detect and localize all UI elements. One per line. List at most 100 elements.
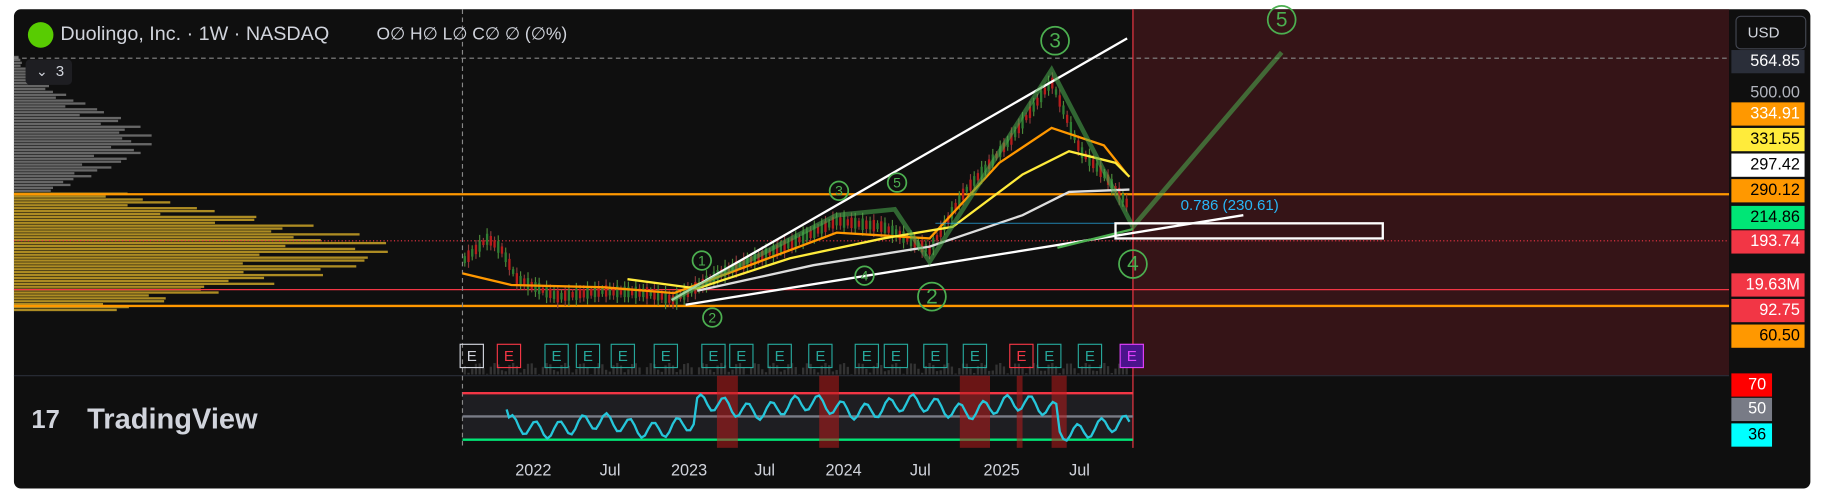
candle xyxy=(932,238,935,250)
volume-bar xyxy=(538,373,541,375)
volume-bar xyxy=(805,363,809,375)
candle xyxy=(1118,187,1121,200)
price-label: 334.91 xyxy=(1750,104,1800,122)
volume-bar xyxy=(813,369,816,375)
candle xyxy=(857,220,861,227)
volume-profile-bar xyxy=(13,282,275,285)
volume-bar xyxy=(712,372,716,375)
currency-button[interactable] xyxy=(1735,15,1807,50)
volume-profile-bar xyxy=(13,230,272,233)
price-label: 331.55 xyxy=(1750,130,1800,148)
volume-bar xyxy=(850,373,853,375)
earnings-label: E xyxy=(708,348,718,365)
price-label-bg xyxy=(1731,230,1805,254)
volume-bar xyxy=(1110,372,1113,375)
volume-bar xyxy=(876,362,879,375)
volume-bar xyxy=(519,372,522,375)
rsi-label: 50 xyxy=(1748,400,1766,418)
candle xyxy=(1121,194,1125,203)
fib-label: 0.786 (230.61) xyxy=(1181,197,1279,214)
candle xyxy=(604,285,608,297)
candle xyxy=(883,222,887,233)
candle xyxy=(1017,123,1020,134)
candle xyxy=(839,217,842,226)
volume-bar xyxy=(1125,368,1128,375)
volume-bar xyxy=(857,363,861,375)
volume-bar xyxy=(686,363,690,375)
volume-bar xyxy=(913,363,916,375)
volume-bar xyxy=(489,366,492,375)
volume-bar xyxy=(1043,370,1047,375)
volume-bar xyxy=(511,362,515,375)
volume-bar xyxy=(1099,364,1102,375)
volume-bar xyxy=(753,363,756,375)
volume-bar xyxy=(545,363,548,375)
earnings-label: E xyxy=(736,348,746,365)
time-label: Jul xyxy=(910,461,931,479)
volume-profile-bar xyxy=(13,163,83,166)
volume-bar xyxy=(656,369,660,375)
candle xyxy=(1088,154,1091,166)
price-label-bg xyxy=(1731,153,1805,177)
volume-bar xyxy=(1028,366,1032,375)
volume-bar xyxy=(1103,362,1106,375)
wave-label: 3 xyxy=(835,183,843,199)
volume-bar xyxy=(560,365,563,375)
volume-profile-bar xyxy=(13,207,197,210)
volume-bar xyxy=(779,371,783,375)
volume-bar xyxy=(947,363,950,375)
volume-bar xyxy=(854,367,857,375)
candle xyxy=(575,288,578,300)
volume-bar xyxy=(653,364,656,375)
volume-bar xyxy=(467,372,470,375)
volume-bar xyxy=(1095,370,1099,375)
volume-bar xyxy=(649,363,652,375)
earnings-label: E xyxy=(1127,348,1137,365)
candle xyxy=(471,249,474,257)
volume-bar xyxy=(987,370,991,375)
candle xyxy=(541,287,545,293)
volume-bar xyxy=(597,363,600,375)
volume-profile-bar xyxy=(13,148,134,152)
candle xyxy=(668,294,671,303)
moving-average xyxy=(696,188,1130,292)
candle xyxy=(1125,198,1128,208)
volume-bar xyxy=(1032,362,1035,375)
wave-circle xyxy=(1040,25,1070,56)
candle xyxy=(954,202,957,211)
earnings-marker xyxy=(1009,343,1034,369)
candle xyxy=(515,273,519,285)
candle xyxy=(973,176,976,186)
trendline xyxy=(671,37,1128,302)
wave-line xyxy=(1057,228,1134,249)
volume-bar xyxy=(474,363,478,375)
volume-profile-bar xyxy=(13,218,255,222)
volume-profile-bar xyxy=(13,189,51,192)
earnings-label: E xyxy=(467,348,477,365)
volume-profile-bar xyxy=(13,157,127,160)
volume-profile-bar xyxy=(13,204,128,207)
volume-bar xyxy=(958,368,961,375)
volume-bar xyxy=(894,363,898,375)
candle xyxy=(790,238,794,249)
candle xyxy=(824,221,827,232)
candle xyxy=(664,291,667,304)
target-box xyxy=(1114,222,1384,240)
candle xyxy=(798,236,801,243)
volume-profile-bar xyxy=(13,224,314,227)
candle xyxy=(511,269,515,274)
indicator-toggle[interactable] xyxy=(25,59,73,85)
wave-label: 4 xyxy=(861,268,869,284)
volume-profile-bar xyxy=(13,195,106,198)
candle xyxy=(616,285,619,298)
candle xyxy=(802,232,805,244)
earnings-label: E xyxy=(583,348,593,365)
earnings-label: E xyxy=(618,348,628,365)
volume-profile-bar xyxy=(13,294,149,297)
wave-circle xyxy=(1266,4,1297,35)
rsi-line xyxy=(505,392,1131,442)
volume-bar xyxy=(1058,373,1061,375)
candle xyxy=(828,221,831,228)
wave-circle xyxy=(702,307,723,328)
candle xyxy=(482,240,485,246)
